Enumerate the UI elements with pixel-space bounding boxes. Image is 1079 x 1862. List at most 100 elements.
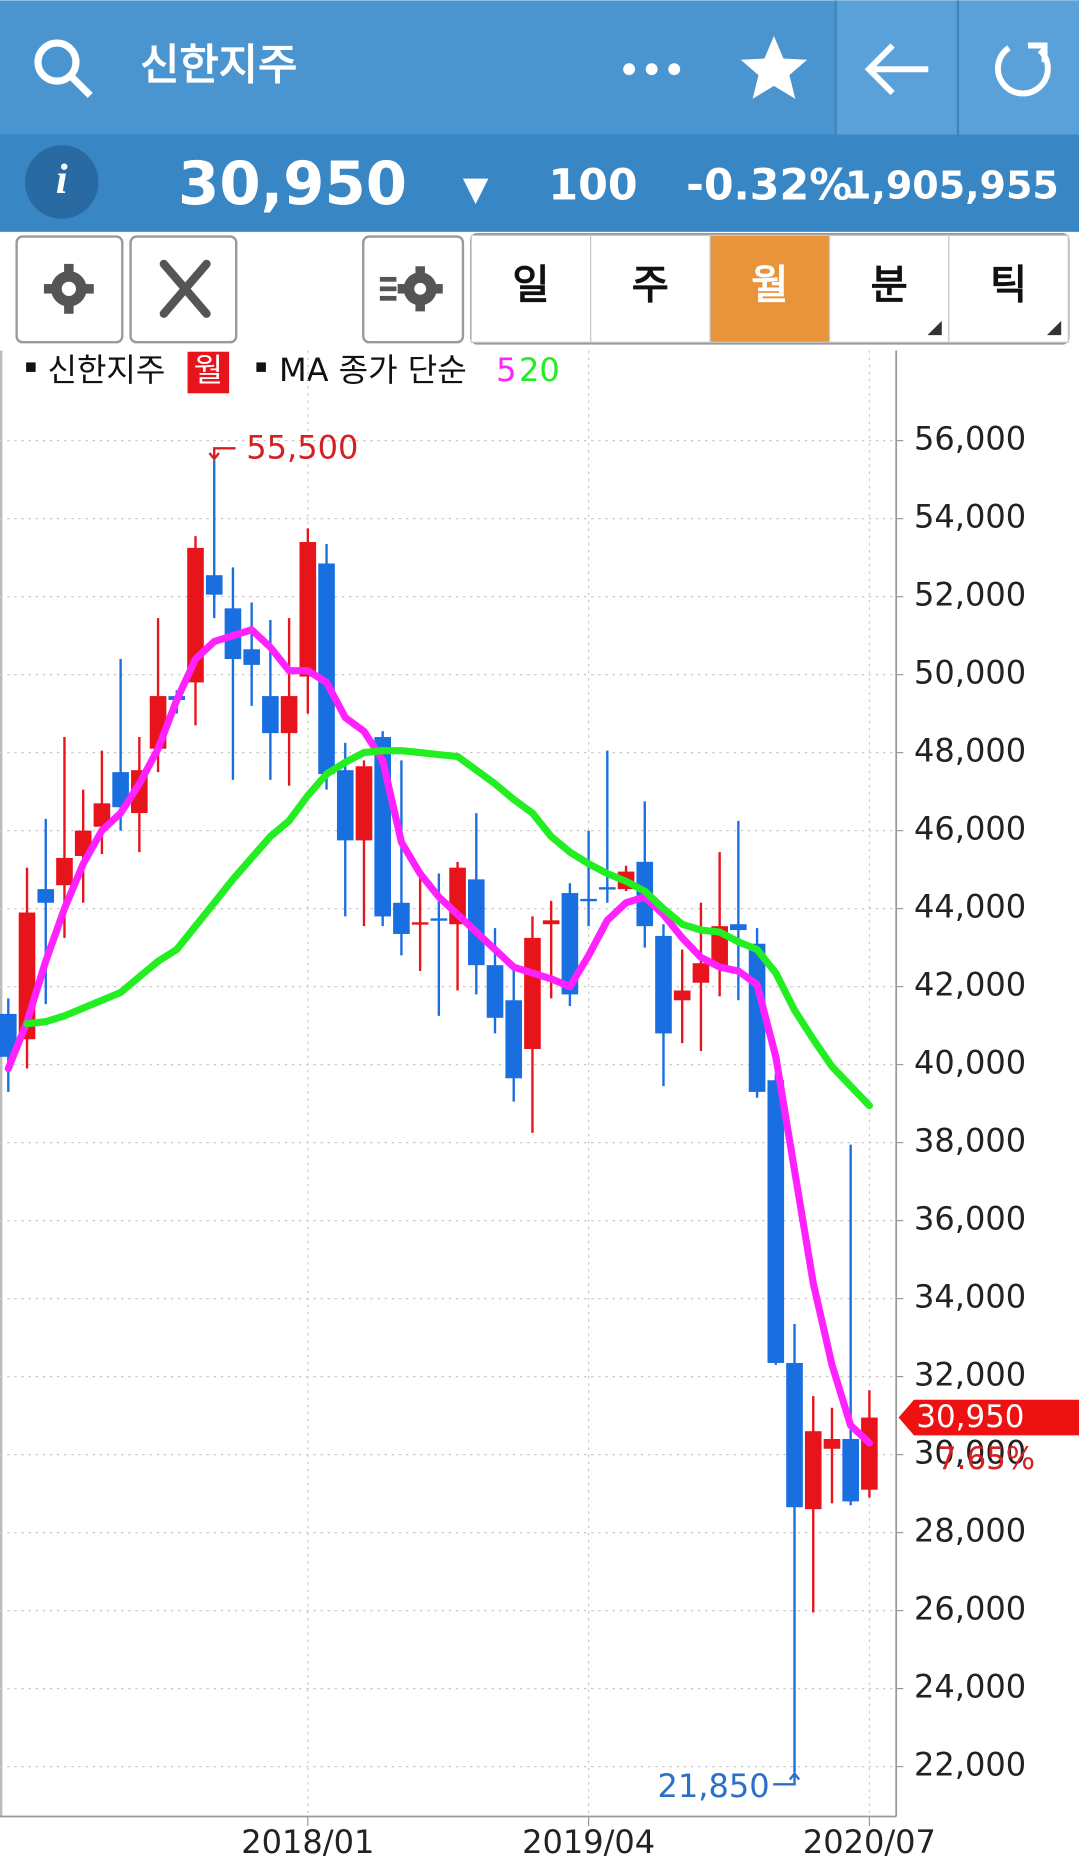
candle-body — [786, 1362, 803, 1508]
x-tick-label: 2020/07 — [803, 1823, 936, 1861]
candle-body — [393, 902, 410, 934]
tab-label: 일 — [512, 262, 549, 309]
y-tick-label: 50,000 — [914, 654, 1026, 692]
candle-body — [599, 887, 616, 890]
stock-title: 신한지주 — [140, 41, 297, 91]
candle-body — [93, 803, 111, 827]
last-price-note: 7.65% — [937, 1441, 1035, 1477]
tab-active[interactable] — [709, 234, 831, 343]
tab-corner — [1046, 320, 1062, 336]
tab-corner — [927, 320, 942, 336]
candle-body — [673, 990, 691, 1001]
y-tick-label: 44,000 — [914, 888, 1026, 926]
max-arrow — [208, 447, 236, 461]
candle-body — [318, 563, 335, 775]
candle-body — [411, 922, 429, 925]
period-label: 월 — [194, 351, 223, 389]
min-arrow — [773, 1771, 801, 1786]
y-tick-label: 40,000 — [914, 1044, 1026, 1082]
candle-body — [430, 918, 448, 921]
tools-icon — [159, 259, 211, 318]
y-tick-label: 38,000 — [914, 1122, 1026, 1160]
y-tick-label: 22,000 — [914, 1746, 1026, 1784]
tab[interactable] — [948, 234, 1069, 343]
y-tick-label: 42,000 — [914, 966, 1026, 1004]
max-label: 55,500 — [246, 428, 358, 466]
candle-body — [580, 898, 597, 902]
y-tick-label: 24,000 — [914, 1668, 1026, 1706]
y-tick-label: 26,000 — [914, 1590, 1026, 1628]
y-tick-label: 48,000 — [914, 732, 1026, 770]
ma-label: MA 종가 단순 — [279, 351, 467, 389]
candle-body — [486, 965, 504, 1018]
tab-label: 주 — [632, 262, 669, 309]
x-tick-label: 2018/01 — [241, 1823, 374, 1861]
back-icon[interactable] — [864, 43, 929, 96]
candle-body — [0, 1013, 17, 1057]
candle-body — [187, 547, 204, 683]
candle-body — [467, 879, 485, 966]
change: 100 — [548, 160, 637, 210]
y-tick-label: 46,000 — [914, 810, 1026, 848]
tab-label: 분 — [871, 262, 908, 309]
price: 30,950 — [178, 149, 407, 218]
more-icon[interactable] — [623, 63, 681, 76]
y-tick-label: 28,000 — [914, 1512, 1026, 1550]
search-icon[interactable] — [34, 39, 93, 98]
candle-body — [804, 1431, 822, 1510]
candle-body — [56, 857, 73, 886]
candle-body — [243, 649, 260, 665]
favorite-icon[interactable] — [740, 35, 808, 99]
change-sign: ▼ — [463, 169, 489, 208]
legend-ma: 20 — [519, 351, 560, 389]
candle-body — [205, 575, 223, 595]
gear-icon — [43, 263, 94, 314]
candle-body — [692, 963, 710, 983]
y-tick-label: 36,000 — [914, 1200, 1026, 1238]
last-price-flag — [898, 1399, 1079, 1436]
candle-body — [823, 1439, 841, 1449]
change-pct: -0.32% — [686, 160, 852, 210]
y-tick-label: 52,000 — [914, 576, 1026, 614]
volume: 1,905,955 — [845, 163, 1059, 207]
info-icon: i — [56, 156, 68, 203]
candle-body — [299, 542, 317, 677]
candle-body — [542, 920, 560, 925]
candle-body — [112, 772, 129, 808]
candle-body — [262, 696, 279, 734]
tab[interactable] — [590, 234, 711, 343]
candle-body — [37, 889, 55, 903]
candle-body — [355, 766, 373, 841]
y-tick-label: 30,000 — [914, 1434, 1026, 1472]
candle-body — [336, 770, 354, 841]
refresh-icon[interactable] — [995, 42, 1051, 97]
info-button[interactable] — [24, 145, 99, 219]
tab-label: 월 — [751, 262, 788, 309]
last-price-label: 30,950 — [916, 1399, 1024, 1435]
candle-body — [505, 1000, 523, 1079]
period-badge — [187, 351, 230, 394]
y-tick-label: 56,000 — [914, 420, 1026, 458]
candle-body — [524, 937, 541, 1050]
legend-series: 신한지주 — [47, 351, 165, 389]
price-bar — [0, 134, 1079, 232]
y-tick-label: 34,000 — [914, 1278, 1026, 1316]
candle-body — [561, 893, 579, 995]
ma-line — [23, 747, 873, 1110]
candle-body — [730, 924, 747, 931]
y-tick-label: 32,000 — [914, 1356, 1026, 1394]
tab[interactable] — [470, 234, 592, 343]
tab[interactable] — [828, 234, 950, 343]
candle-body — [861, 1417, 878, 1490]
min-label: 21,850 — [658, 1767, 770, 1805]
legend-marker — [26, 362, 36, 372]
legend-marker — [256, 362, 266, 372]
y-tick-label: 54,000 — [914, 498, 1026, 536]
candle-body — [655, 935, 672, 1034]
x-tick-label: 2019/04 — [522, 1823, 655, 1861]
indicator-icon — [379, 266, 443, 312]
tab-label: 틱 — [990, 262, 1027, 309]
candle-body — [280, 696, 298, 734]
legend-ma: 5 — [496, 351, 516, 389]
